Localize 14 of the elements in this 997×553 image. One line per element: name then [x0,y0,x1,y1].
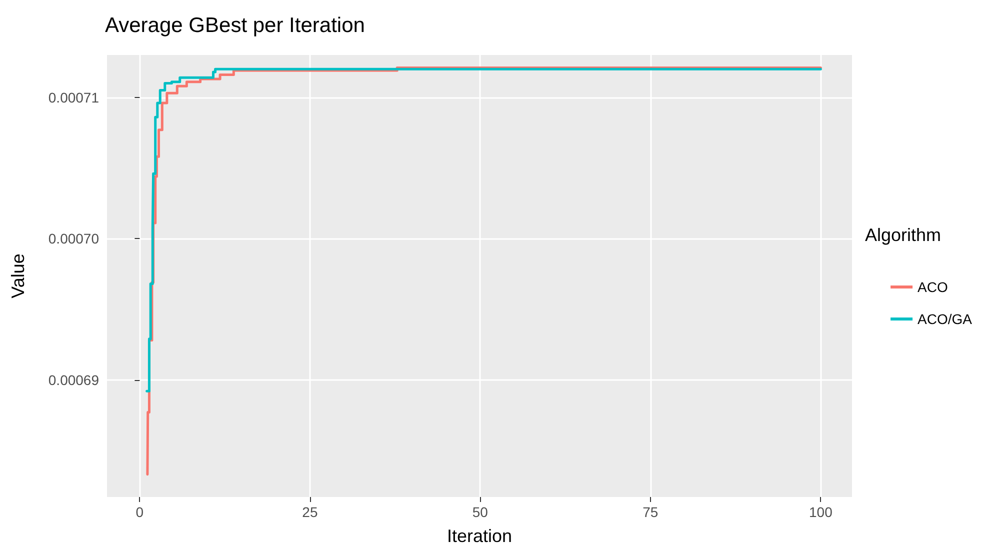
x-tick-label: 100 [808,504,833,520]
x-tick-label: 25 [302,504,318,520]
y-axis-title: Value [8,254,28,298]
x-axis-title: Iteration [446,526,512,546]
y-tick-label: 0.00071 [48,89,100,106]
y-tick-label: 0.00069 [48,372,100,388]
x-tick-label: 50 [472,504,488,520]
x-tick-label: 75 [642,504,658,520]
legend-label: ACO/GA [918,311,973,327]
chart-title: Average GBest per Iteration [105,14,365,37]
x-tick-label: 0 [136,504,144,520]
legend-label: ACO [918,279,948,295]
legend-title: Algorithm [864,225,942,245]
y-tick-label: 0.00070 [48,230,100,247]
